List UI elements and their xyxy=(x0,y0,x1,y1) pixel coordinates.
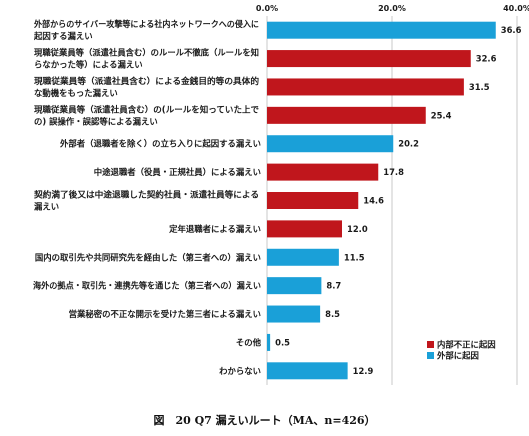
category-label: 海外の拠点・取引先・連携先等を通じた（第三者への）漏えい xyxy=(33,281,261,291)
bar xyxy=(267,333,271,351)
category-labels: 外部からのサイバー攻撃等による社内ネットワークへの侵入に起因する漏えい現職従業員… xyxy=(33,19,262,376)
bar xyxy=(267,305,321,323)
value-label: 14.6 xyxy=(363,196,384,206)
bar-chart: 0.0% 20.0% 40.0% 外部からのサイバー攻撃等による社内ネットワークへの… xyxy=(33,4,529,385)
category-label: 契約満了後又は中途退職した契約社員・派遣社員等による xyxy=(33,190,259,200)
category-label: 外部者（退職者を除く）の立ち入りに起因する漏えい xyxy=(59,139,261,149)
legend: 内部不正に起因 外部に起因 xyxy=(427,340,496,361)
category-label: 現職従業員等（派遣社員含む）による金銭目的等の具体的 xyxy=(34,76,259,86)
bar xyxy=(267,50,471,68)
bar xyxy=(267,277,322,295)
category-label: 現職従業員等（派遣社員含む）の(ルールを知っていた上で xyxy=(34,104,259,114)
bar xyxy=(267,220,342,238)
value-labels: 36.6 32.6 31.5 25.4 20.2 17.8 14.6 12.0 11.5 8.7 8… xyxy=(275,25,521,376)
legend-swatch-internal xyxy=(427,341,434,348)
category-label: らなかった等）による漏えい xyxy=(34,60,143,70)
value-label: 31.5 xyxy=(469,82,490,92)
category-label: その他 xyxy=(236,337,262,347)
category-label: 定年退職者による漏えい xyxy=(168,224,261,234)
value-label: 12.0 xyxy=(347,224,368,234)
legend-label-external: 外部に起因 xyxy=(436,351,479,361)
category-label: 外部からのサイバー攻撃等による社内ネットワークへの侵入に xyxy=(33,19,259,29)
category-label: 漏えい xyxy=(34,202,59,212)
value-label: 36.6 xyxy=(501,25,522,35)
bar xyxy=(267,163,379,181)
bars xyxy=(267,21,496,380)
category-label: 中途退職者（役員・正規社員）による漏えい xyxy=(94,167,261,177)
bar xyxy=(267,248,339,266)
legend-label-internal: 内部不正に起因 xyxy=(437,340,496,350)
category-label: 起因する漏えい xyxy=(33,31,93,41)
bar xyxy=(267,135,394,153)
value-label: 0.5 xyxy=(275,337,290,347)
value-label: 20.2 xyxy=(398,139,419,149)
value-label: 17.8 xyxy=(383,167,404,177)
category-label: わからない xyxy=(219,366,261,376)
legend-swatch-external xyxy=(427,352,434,359)
bar xyxy=(267,362,348,380)
category-label: の) 誤操作・誤認等による漏えい xyxy=(34,116,158,126)
category-label: な動機をもった漏えい xyxy=(34,88,118,98)
value-label: 8.5 xyxy=(325,309,340,319)
bar xyxy=(267,21,496,39)
value-label: 32.6 xyxy=(476,54,497,64)
value-label: 12.9 xyxy=(353,366,374,376)
bar xyxy=(267,78,464,96)
bar xyxy=(267,192,359,209)
bar xyxy=(267,106,426,124)
category-label: 営業秘密の不正な開示を受けた第三者による漏えい xyxy=(69,309,261,319)
figure-caption: 図 20 Q7 漏えいルート（MA、n=426） xyxy=(153,414,376,427)
x-tick-label: 0.0% xyxy=(256,4,278,13)
value-label: 25.4 xyxy=(431,110,452,120)
category-label: 現職従業員等（派遣社員含む）のルール不徹底（ルールを知 xyxy=(34,48,259,58)
x-axis-ticks: 0.0% 20.0% 40.0% xyxy=(256,4,529,13)
x-tick-label: 20.0% xyxy=(378,4,406,13)
x-tick-label: 40.0% xyxy=(503,4,529,13)
value-label: 8.7 xyxy=(326,281,341,291)
category-label: 国内の取引先や共同研究先を経由した（第三者への）漏えい xyxy=(35,252,261,262)
value-label: 11.5 xyxy=(344,252,365,262)
